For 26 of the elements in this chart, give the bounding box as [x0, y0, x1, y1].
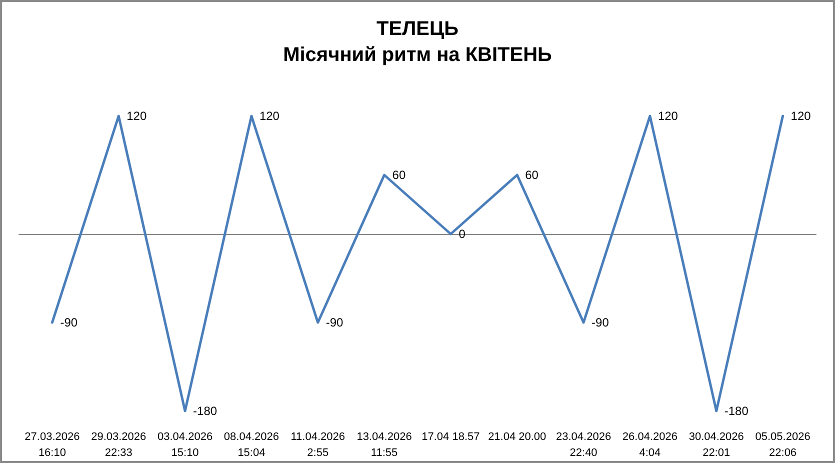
data-label: 120 — [790, 109, 812, 123]
chart-title: ТЕЛЕЦЬ — [376, 18, 458, 40]
data-label: 120 — [658, 109, 678, 123]
data-label: 60 — [392, 168, 406, 182]
x-tick-label: 27.03.2026 16:10 — [24, 431, 80, 459]
data-label: -180 — [724, 404, 749, 418]
data-label: -90 — [60, 316, 78, 330]
data-label: -90 — [326, 316, 344, 330]
data-label: 0 — [458, 227, 466, 241]
data-label: 120 — [259, 109, 280, 123]
chart-subtitle: Місячний ритм на КВІТЕНЬ — [283, 44, 552, 66]
x-tick-label: 17.04 18.57 — [422, 431, 480, 443]
data-label: 120 — [126, 109, 147, 123]
x-tick-label: 21.04 20.00 — [488, 431, 546, 443]
x-tick-label: 30.04.2026 22:01 — [688, 431, 744, 459]
x-tick-label: 11.04.2026 2:55 — [290, 431, 345, 459]
x-tick-label: 05.05.2026 22:06 — [755, 431, 810, 459]
x-tick-label: 08.04.2026 15:04 — [224, 431, 279, 459]
x-tick-label: 23.04.2026 22:40 — [556, 431, 612, 459]
data-label: -90 — [592, 316, 610, 330]
x-tick-label: 03.04.2026 15:10 — [158, 431, 213, 459]
x-tick-label: 26.04.2026 4:04 — [622, 431, 678, 459]
data-label: 60 — [525, 168, 539, 182]
data-label: -180 — [193, 404, 218, 418]
x-tick-label: 29.03.2026 22:33 — [91, 431, 146, 459]
x-tick-label: 13.04.2026 11:55 — [356, 431, 412, 459]
